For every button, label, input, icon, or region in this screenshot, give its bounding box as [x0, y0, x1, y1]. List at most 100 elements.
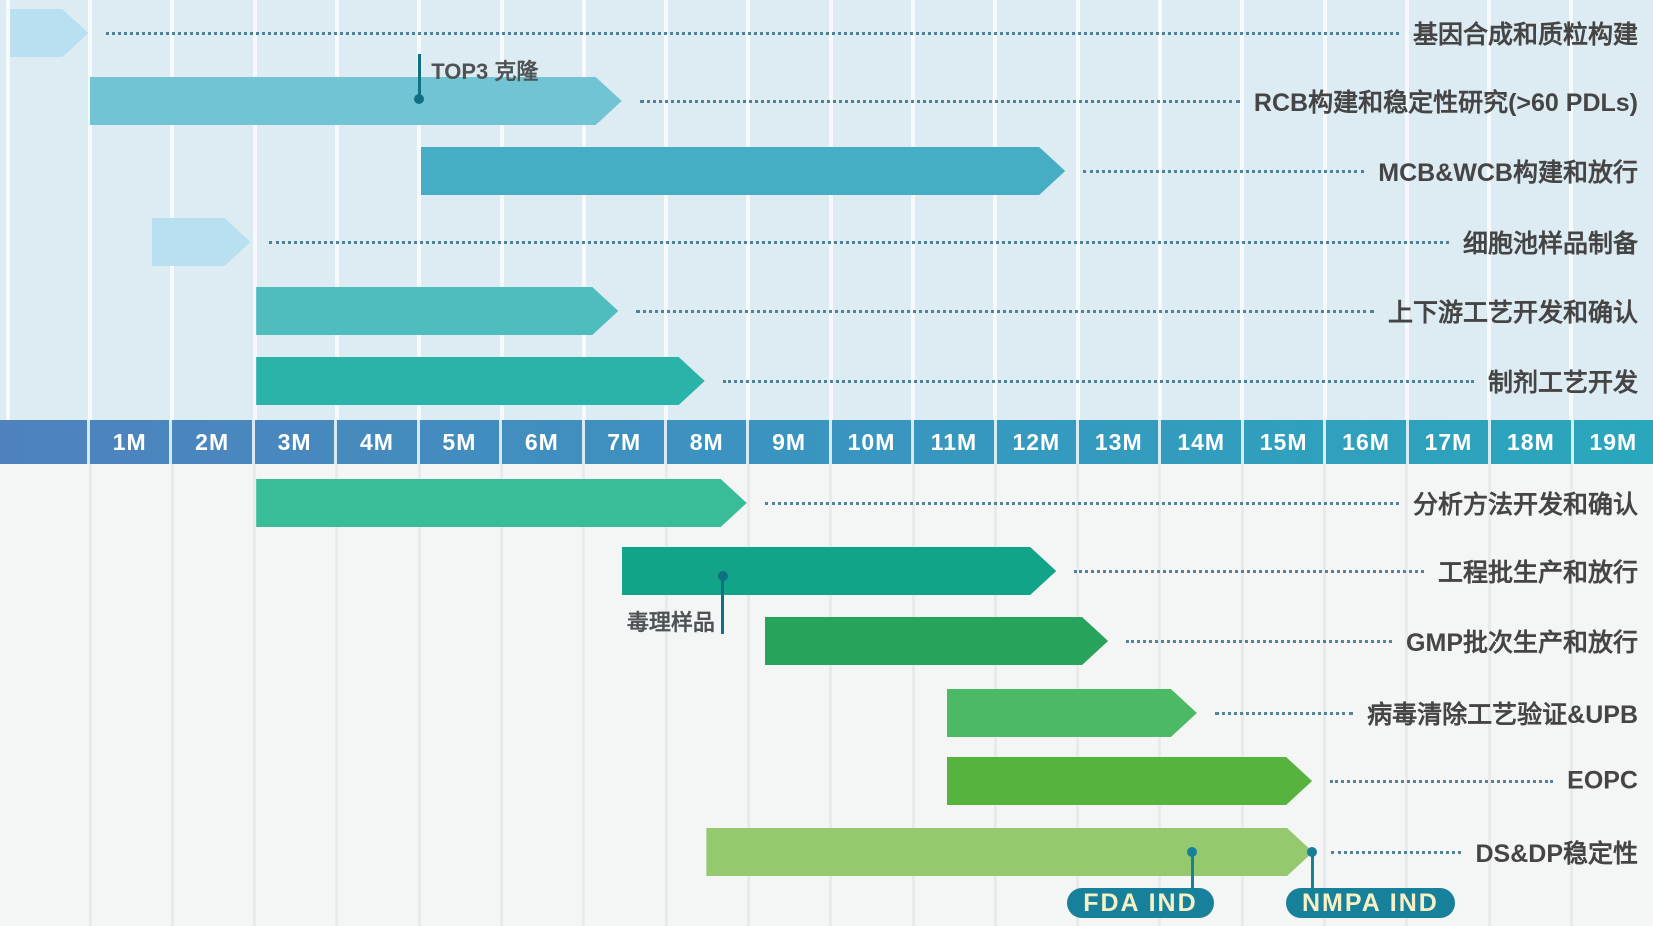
gantt-bar [256, 357, 705, 405]
axis-month-label: 4M [337, 420, 420, 464]
task-label: EOPC [1567, 766, 1638, 795]
leader-dotted-line [106, 31, 1399, 35]
leader-dotted-line [636, 309, 1374, 313]
month-gridline-bottom [335, 464, 339, 926]
leader-dotted-line [722, 379, 1474, 383]
gantt-bar [622, 547, 1057, 595]
month-gridline-bottom [1240, 464, 1244, 926]
gantt-bar [765, 617, 1108, 665]
axis-month-label: 12M [997, 420, 1080, 464]
month-gridline-top [334, 0, 339, 420]
month-gridline-bottom [170, 464, 174, 926]
month-gridline-top [1487, 0, 1492, 420]
month-gridline-top [828, 0, 833, 420]
task-label: 分析方法开发和确认 [1412, 491, 1638, 519]
toxicology-marker-line [721, 576, 725, 634]
toxicology-marker-dot [717, 571, 728, 581]
month-gridline-bottom [664, 464, 668, 926]
axis-left-spacer [0, 420, 90, 464]
task-label: 细胞池样品制备 [1462, 230, 1638, 258]
gantt-bar [256, 479, 747, 527]
month-gridline-bottom [1487, 464, 1491, 926]
leader-dotted-line [1074, 569, 1424, 573]
nmpa-marker-dot [1307, 847, 1318, 857]
gantt-bar [706, 828, 1313, 876]
month-gridline-bottom [88, 464, 92, 926]
leader-dotted-line [1214, 711, 1353, 715]
axis-month-label: 17M [1409, 420, 1492, 464]
gantt-bar [947, 689, 1197, 737]
axis-month-label: 14M [1161, 420, 1244, 464]
task-label: RCB构建和稳定性研究(>60 PDLs) [1253, 89, 1638, 117]
task-label: 上下游工艺开发和确认 [1387, 299, 1638, 327]
gantt-bar [90, 77, 622, 125]
nmpa-ind-badge: NMPA IND [1286, 888, 1455, 918]
axis-month-label: 15M [1244, 420, 1327, 464]
month-gridline-bottom [1323, 464, 1326, 926]
axis-month-label: 9M [749, 420, 832, 464]
gantt-bar [256, 287, 618, 335]
month-gridline-bottom [1569, 464, 1573, 926]
month-gridline-bottom [911, 464, 915, 926]
task-label: MCB&WCB构建和放行 [1378, 159, 1638, 187]
nmpa-marker-line [1310, 852, 1314, 888]
gantt-bar [421, 147, 1065, 195]
axis-month-label: 1M [90, 420, 173, 464]
month-gridline-top [1322, 0, 1327, 420]
top3-marker-line [417, 54, 421, 99]
top3-label: TOP3 克隆 [431, 59, 539, 84]
month-gridline-bottom [253, 464, 257, 926]
month-gridline-top [170, 0, 175, 420]
leader-dotted-line [1331, 850, 1461, 854]
upstream-section-background [0, 0, 1653, 420]
top3-marker-dot [414, 94, 425, 104]
task-label: DS&DP稳定性 [1475, 840, 1638, 868]
month-gridline-bottom [582, 464, 586, 926]
axis-month-label: 10M [832, 420, 915, 464]
leader-dotted-line [1330, 779, 1553, 783]
fda-ind-badge: FDA IND [1067, 888, 1214, 918]
month-gridline-top [417, 0, 422, 420]
month-gridline-top [5, 0, 10, 420]
task-label: 工程批生产和放行 [1437, 559, 1638, 587]
month-gridline-bottom [746, 464, 750, 926]
leader-dotted-line [1126, 639, 1392, 643]
month-gridline-top [1240, 0, 1245, 420]
axis-month-label: 13M [1079, 420, 1162, 464]
month-gridline-top [911, 0, 915, 420]
month-gridline-top [252, 0, 257, 420]
axis-month-label: 16M [1326, 420, 1409, 464]
fda-marker-dot [1187, 847, 1197, 857]
month-gridline-bottom [417, 464, 421, 926]
leader-dotted-line [764, 501, 1399, 505]
task-label: 基因合成和质粒构建 [1412, 21, 1638, 49]
fda-marker-line [1190, 852, 1194, 888]
toxicology-label: 毒理样品 [626, 610, 715, 635]
month-gridline-top [1404, 0, 1409, 420]
axis-month-label: 2M [172, 420, 255, 464]
axis-month-label: 19M [1589, 429, 1638, 455]
timeline-axis: 1M 2M 3M 4M 5M 6M 7M 8M 9M 10M 11M 12M 13M 14M 15M 16M 1… [0, 420, 1653, 464]
month-gridline-top [1157, 0, 1162, 420]
month-gridline-top [993, 0, 998, 420]
task-label: GMP批次生产和放行 [1406, 629, 1638, 657]
axis-month-label: 3M [255, 420, 338, 464]
month-gridline-bottom [1405, 464, 1409, 926]
task-label: 制剂工艺开发 [1487, 369, 1638, 397]
axis-month-label: 8M [667, 420, 750, 464]
task-label: 病毒清除工艺验证&UPB [1367, 701, 1638, 729]
month-gridline-bottom [500, 464, 503, 926]
leader-dotted-line [1083, 169, 1364, 173]
axis-month-label: 18M [1491, 420, 1574, 464]
month-gridline-top [1569, 0, 1574, 420]
month-gridline-top [581, 0, 586, 420]
month-gridline-bottom [829, 464, 833, 926]
month-gridline-top [1075, 0, 1080, 420]
axis-month-label: 5M [420, 420, 503, 464]
axis-month-label: 6M [502, 420, 585, 464]
month-gridline-top [499, 0, 504, 420]
gantt-bar [947, 757, 1312, 805]
month-gridline-top [746, 0, 751, 420]
leader-dotted-line [639, 99, 1240, 103]
axis-month-label: 11M [914, 420, 997, 464]
